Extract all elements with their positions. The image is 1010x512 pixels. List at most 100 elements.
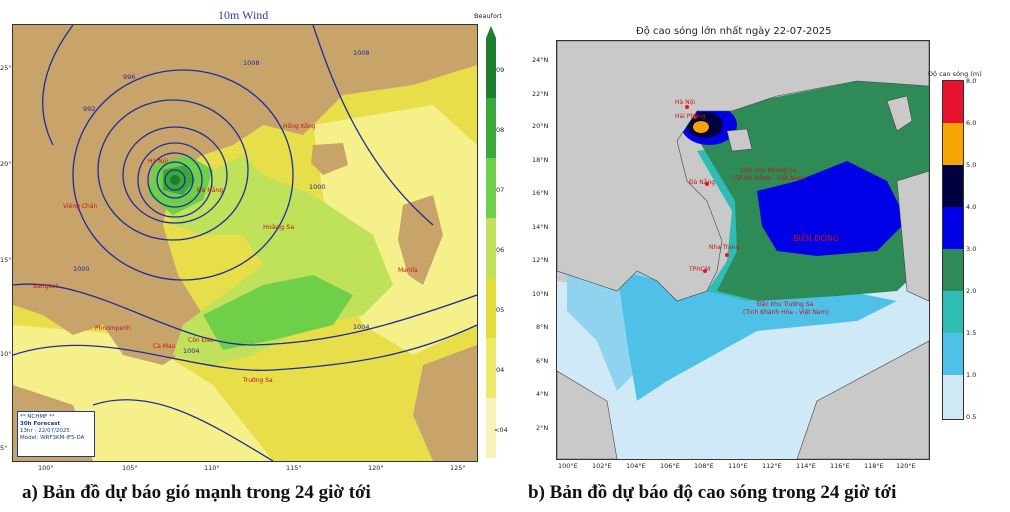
lat-tick: 12°N: [532, 256, 549, 264]
wave-tick: 1.0: [966, 371, 977, 379]
wave-forecast-panel: Độ cao sóng lớn nhất ngày 22-07-2025: [520, 0, 1010, 480]
land-luzon: [398, 195, 443, 285]
beaufort-tick: 06: [496, 246, 505, 254]
lon-tick: 100°: [38, 464, 54, 472]
place-ha-noi: Hà Nội: [675, 99, 695, 106]
beaufort-tick: 04: [496, 366, 505, 374]
wave-colorbar: [942, 80, 964, 420]
place-hoang-sa: Hoàng Sa: [263, 223, 295, 231]
beaufort-tick: 08: [496, 126, 505, 134]
land-malaysia: [557, 370, 618, 459]
lat-tick: 14°N: [532, 223, 549, 231]
land-mainland-asia: [13, 25, 477, 365]
wind-map-title: 10m Wind: [218, 8, 269, 22]
lat-tick: 18°N: [532, 156, 549, 164]
wind-b9-storm-core: [170, 175, 180, 185]
wave-tick: 1.5: [966, 329, 977, 337]
beaufort-tick: 07: [496, 186, 505, 194]
wave-tick: 4.0: [966, 203, 977, 211]
land-hainan-taiwan: [311, 143, 348, 175]
place-bangkok: Bangkok: [33, 283, 59, 290]
lon-tick: 106°E: [660, 462, 680, 470]
lat-tick: 20°N: [532, 122, 549, 130]
beaufort-tick: <04: [494, 426, 508, 434]
lat-tick: 8°N: [536, 323, 549, 331]
lon-tick: 125°: [450, 464, 466, 472]
lon-tick: 115°: [286, 464, 302, 472]
place-da-nang: Đà Nẵng: [689, 179, 716, 186]
place-ca-mau: Cà Mau: [153, 343, 176, 350]
place-con-dao: Côn Đảo: [188, 337, 214, 344]
lon-tick: 105°: [122, 464, 138, 472]
place-manila: Manila: [398, 267, 418, 274]
logo-time: 13hr - 22/07/2025: [20, 428, 70, 434]
place-da-nang: Đà Nẵng: [197, 187, 224, 194]
place-ha-noi: Hà Nội: [148, 158, 168, 165]
isobar-label: 992: [83, 105, 96, 113]
lat-tick: 4°N: [536, 390, 549, 398]
isobar-label: 996: [123, 73, 136, 81]
wave-tick: 5.0: [966, 161, 977, 169]
lon-tick: 110°E: [728, 462, 748, 470]
wave-map-title: Độ cao sóng lớn nhất ngày 22-07-2025: [636, 26, 832, 37]
isobar-label: 1004: [353, 323, 370, 331]
place-hai-phong: Hải Phòng: [675, 113, 706, 120]
lon-tick: 102°E: [592, 462, 612, 470]
land-indochina: [557, 41, 929, 302]
logo-forecast: 30h Forecast: [20, 421, 61, 427]
isobar-label: 1008: [353, 49, 370, 57]
wave-tick: 3.0: [966, 245, 977, 253]
wave-h60-storm: [693, 121, 709, 133]
lon-tick: 114°E: [796, 462, 816, 470]
lon-tick: 118°E: [864, 462, 884, 470]
beaufort-colorbar: [486, 26, 496, 458]
isobars: [13, 25, 477, 461]
land-borneo: [796, 340, 929, 459]
wind-map[interactable]: Hoàng Sa Hồng Kông Manila Hà Nội Viêng C…: [12, 24, 478, 462]
wave-tick: 8.0: [966, 77, 977, 85]
wave-tick: 0.5: [966, 413, 977, 421]
lon-tick: 104°E: [626, 462, 646, 470]
isobar-label: 1000: [73, 265, 90, 273]
beaufort-label: Beaufort: [474, 12, 503, 20]
place-vieng-chan: Viêng Chăn: [63, 203, 98, 210]
place-truong-sa: Trường Sa: [243, 377, 273, 384]
wave-map-caption: b) Bản đồ dự báo độ cao sóng trong 24 gi…: [528, 482, 897, 503]
lat-tick: 22°N: [532, 90, 549, 98]
place-truong-sa-line2: (Tỉnh Khánh Hòa - Việt Nam): [743, 309, 829, 316]
lon-tick: 120°: [368, 464, 384, 472]
place-tphcm: TPHCM: [689, 266, 711, 273]
land-hainan: [726, 128, 753, 152]
place-hoang-sa-line2: (TP Đà Nẵng - Việt Nam): [733, 175, 807, 182]
beaufort-tick: 05: [496, 306, 505, 314]
lat-tick: 10°: [0, 350, 12, 358]
wave-map[interactable]: Hà Nội Hải Phòng Đà Nẵng Nha Trang TPHCM…: [556, 40, 930, 460]
lon-tick: 108°E: [694, 462, 714, 470]
beaufort-tick: 09: [496, 66, 505, 74]
lon-tick: 120°E: [896, 462, 916, 470]
land-taiwan: [886, 95, 913, 132]
wave-h15-area: [617, 271, 897, 401]
lat-tick: 20°: [0, 160, 12, 168]
place-hoang-sa-line1: Đặc khu Hoàng Sa: [741, 167, 797, 174]
lat-tick: 5°: [0, 444, 8, 452]
place-phnompenh: Phnompenh: [95, 325, 131, 332]
land-philippines: [896, 170, 929, 302]
land-borneo-mindanao: [413, 345, 477, 461]
wave-map-canvas: [557, 41, 929, 459]
isobar-label: 1000: [309, 183, 326, 191]
logo-agency: ** NCHMF **: [20, 414, 55, 420]
place-nha-trang: Nha Trang: [709, 244, 740, 251]
isobar-label: 1004: [183, 347, 200, 355]
wave-h40-area: [757, 161, 907, 256]
wind-map-canvas: [13, 25, 477, 461]
lat-tick: 16°N: [532, 189, 549, 197]
lat-tick: 24°N: [532, 56, 549, 64]
wave-tick: 6.0: [966, 119, 977, 127]
lon-tick: 112°E: [762, 462, 782, 470]
wind-forecast-panel: 10m Wind: [0, 0, 508, 480]
place-bien-dong: BIỂN ĐÔNG: [793, 234, 840, 243]
lat-tick: 15°: [0, 256, 12, 264]
lat-tick: 6°N: [536, 357, 549, 365]
logo-model: Model: WRF3KM-IFS-DA: [20, 435, 85, 441]
